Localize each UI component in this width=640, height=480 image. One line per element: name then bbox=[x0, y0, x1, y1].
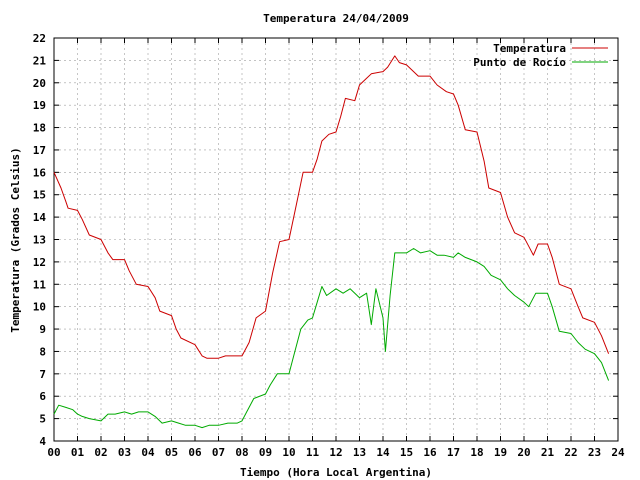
y-tick-label: 14 bbox=[33, 211, 47, 224]
y-tick-label: 20 bbox=[33, 77, 46, 90]
y-tick-label: 17 bbox=[33, 144, 46, 157]
legend: Temperatura Punto de Rocío bbox=[473, 42, 608, 69]
x-tick-label: 02 bbox=[94, 446, 107, 459]
x-tick-label: 05 bbox=[165, 446, 178, 459]
y-tick-label: 4 bbox=[39, 435, 46, 448]
x-tick-label: 00 bbox=[47, 446, 60, 459]
legend-label-temperatura: Temperatura bbox=[493, 42, 566, 55]
x-tick-label: 23 bbox=[588, 446, 601, 459]
y-tick-label: 12 bbox=[33, 256, 46, 269]
x-tick-label: 01 bbox=[71, 446, 85, 459]
y-tick-label: 19 bbox=[33, 99, 46, 112]
x-tick-label: 04 bbox=[141, 446, 155, 459]
grid-lines bbox=[54, 38, 618, 441]
x-axis-label: Tiempo (Hora Local Argentina) bbox=[240, 466, 432, 479]
y-tick-label: 5 bbox=[39, 413, 46, 426]
x-tick-label: 24 bbox=[611, 446, 625, 459]
y-tick-label: 15 bbox=[33, 189, 46, 202]
x-tick-label: 10 bbox=[282, 446, 295, 459]
x-tick-label: 18 bbox=[470, 446, 483, 459]
chart-title: Temperatura 24/04/2009 bbox=[263, 12, 409, 25]
series-line-punto-de-rocio bbox=[53, 248, 610, 429]
y-tick-label: 13 bbox=[33, 234, 46, 247]
y-tick-label: 18 bbox=[33, 122, 46, 135]
x-tick-label: 17 bbox=[447, 446, 460, 459]
x-tick-label: 08 bbox=[235, 446, 248, 459]
y-tick-label: 11 bbox=[33, 278, 47, 291]
y-tick-label: 6 bbox=[39, 390, 46, 403]
y-axis-label: Temperatura (Grados Celsius) bbox=[9, 147, 22, 332]
y-tick-label: 7 bbox=[39, 368, 46, 381]
tick-marks bbox=[53, 37, 619, 442]
y-tick-label: 16 bbox=[33, 166, 47, 179]
x-tick-label: 06 bbox=[188, 446, 202, 459]
x-tick-label: 07 bbox=[212, 446, 225, 459]
x-tick-label: 13 bbox=[353, 446, 366, 459]
y-tick-label: 9 bbox=[39, 323, 46, 336]
tick-labels: 00 01 02 03 04 05 06 07 08 09 10 11 12 13 14 15 16 17 18 19… bbox=[33, 32, 625, 459]
x-tick-label: 15 bbox=[400, 446, 413, 459]
x-tick-label: 21 bbox=[541, 446, 555, 459]
x-tick-label: 14 bbox=[376, 446, 390, 459]
series-line-temperatura bbox=[53, 55, 610, 359]
x-tick-label: 09 bbox=[259, 446, 272, 459]
x-tick-label: 22 bbox=[564, 446, 577, 459]
x-tick-label: 03 bbox=[118, 446, 131, 459]
y-tick-label: 8 bbox=[39, 345, 46, 358]
x-tick-label: 11 bbox=[306, 446, 320, 459]
x-tick-label: 20 bbox=[517, 446, 530, 459]
y-tick-label: 10 bbox=[33, 301, 46, 314]
legend-label-punto-de-rocio: Punto de Rocío bbox=[473, 56, 566, 69]
y-tick-label: 21 bbox=[33, 54, 47, 67]
x-tick-label: 19 bbox=[494, 446, 507, 459]
series-lines bbox=[53, 55, 610, 429]
x-tick-label: 12 bbox=[329, 446, 342, 459]
y-tick-label: 22 bbox=[33, 32, 46, 45]
x-tick-label: 16 bbox=[423, 446, 437, 459]
